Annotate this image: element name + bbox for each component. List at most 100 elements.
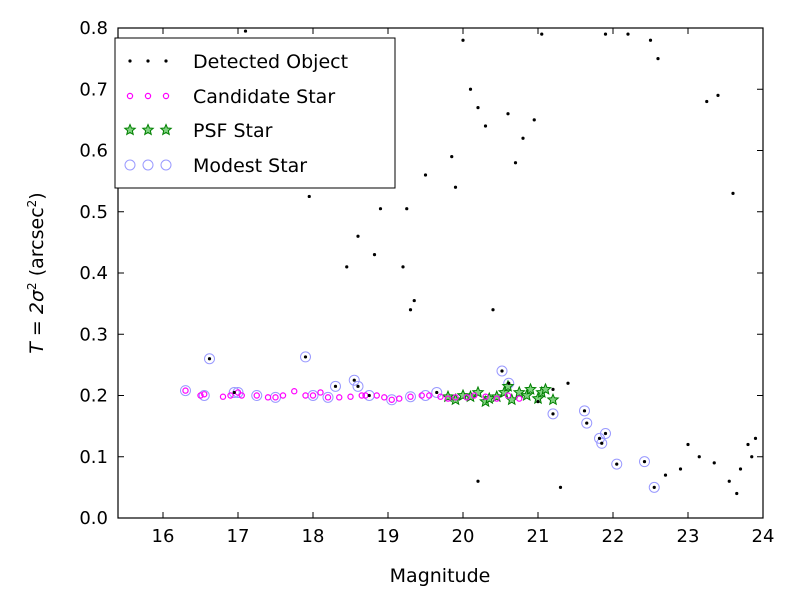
detected-object-point — [356, 234, 360, 238]
candidate-star-point — [452, 394, 459, 401]
detected-object-point — [746, 442, 750, 447]
candidate-star-point — [317, 389, 324, 396]
x-tick-label: 24 — [752, 526, 775, 547]
modest-star-point — [322, 391, 334, 403]
x-tick-label: 22 — [602, 526, 625, 547]
modest-star-point — [648, 481, 660, 493]
candidate-star-point — [291, 388, 298, 395]
modest-star-point — [431, 386, 443, 398]
candidate-star-point — [493, 395, 500, 402]
detected-object-point — [243, 29, 248, 33]
detected-object-point — [750, 455, 754, 459]
detected-object-point — [582, 409, 587, 413]
x-tick-label: 16 — [152, 526, 175, 547]
detected-object-point — [352, 378, 356, 382]
detected-object-point — [705, 99, 709, 104]
detected-object-point — [513, 161, 518, 165]
modest-star-point — [547, 408, 559, 420]
detected-object-point — [401, 265, 405, 269]
detected-object-point — [735, 491, 739, 496]
detected-object-point — [712, 461, 716, 465]
candidate-star-point — [324, 394, 332, 401]
candidate-star-point — [253, 392, 260, 399]
detected-object-point — [652, 485, 656, 489]
modest-star-point — [639, 456, 650, 468]
detected-object-point — [656, 57, 660, 61]
legend-marker-psf-star — [159, 123, 173, 136]
candidate-star-point — [516, 395, 523, 402]
candidate-star-point — [238, 392, 245, 399]
detected-object-point — [603, 431, 608, 436]
psf-star-point — [501, 379, 515, 392]
candidate-star-point — [373, 392, 380, 399]
legend-marker-modest-star — [124, 159, 136, 171]
candidate-star-point — [336, 394, 343, 401]
modest-star-point — [596, 437, 608, 449]
detected-object-point — [405, 207, 409, 211]
detected-object-point — [615, 462, 619, 466]
detected-object-point — [597, 436, 602, 440]
detected-object-point — [540, 32, 544, 36]
modest-star-point — [611, 458, 623, 470]
modest-star-point — [300, 351, 311, 363]
legend-marker-detected-object — [128, 59, 132, 63]
legend-marker-candidate-star — [126, 92, 134, 100]
modest-star-point — [198, 390, 210, 401]
detected-object-point — [585, 421, 589, 425]
candidate-star-point — [504, 392, 512, 399]
detected-object-point — [476, 106, 480, 110]
y-tick-label: 0.2 — [79, 386, 108, 407]
detected-object-point — [435, 390, 439, 395]
candidate-star-point — [264, 394, 272, 401]
x-tick-label: 20 — [452, 526, 475, 547]
detected-object-point — [506, 112, 510, 116]
candidate-star-point — [437, 393, 444, 400]
detected-object-point — [626, 32, 630, 36]
modest-star-point — [600, 427, 611, 439]
candidate-star-point — [197, 392, 204, 399]
detected-object-point — [603, 32, 608, 36]
y-axis-label-close: ) — [26, 192, 48, 199]
y-tick-label: 0.3 — [79, 324, 108, 345]
legend: Detected Object Candidate Star PSF Star Mod… — [114, 37, 396, 189]
data-points — [180, 29, 758, 496]
modest-star-point — [348, 374, 360, 386]
candidate-star-point — [396, 395, 403, 402]
candidate-star-point — [388, 396, 395, 403]
candidate-star-point — [426, 392, 433, 399]
detected-object-point — [551, 387, 555, 391]
detected-object-point — [697, 455, 701, 459]
psf-star-point — [456, 388, 470, 402]
detected-object-point — [367, 393, 371, 398]
y-tick-label: 0.5 — [79, 202, 108, 223]
detected-object-point — [663, 473, 668, 477]
detected-object-point — [558, 485, 563, 489]
x-tick-label: 19 — [377, 526, 400, 547]
candidate-star-point — [471, 392, 478, 399]
candidate-star-point — [463, 394, 470, 401]
detected-object-point — [453, 185, 458, 189]
modest-star-point — [330, 380, 341, 392]
detected-object-point — [753, 436, 758, 440]
y-tick-label: 0.6 — [79, 141, 108, 162]
psf-star-point — [497, 385, 511, 398]
modest-star-point — [352, 380, 364, 392]
candidate-star-point — [347, 393, 354, 400]
candidate-star-point — [227, 392, 234, 399]
candidate-star-point — [381, 394, 388, 401]
detected-object-point — [566, 381, 570, 385]
candidate-star-point — [444, 395, 452, 402]
detected-object-point — [461, 38, 465, 42]
detected-object-point — [491, 308, 495, 312]
detected-object-point — [303, 355, 308, 359]
candidate-star-point — [407, 393, 414, 400]
legend-label-modest-star: Modest Star — [193, 155, 307, 177]
y-tick-label: 0.0 — [79, 508, 108, 529]
modest-star-point — [204, 353, 215, 365]
y-tick-label: 0.8 — [79, 18, 108, 39]
legend-marker-detected-object — [146, 59, 150, 63]
detected-object-point — [727, 479, 731, 483]
detected-object-point — [408, 308, 413, 312]
detected-object-point — [551, 412, 555, 416]
